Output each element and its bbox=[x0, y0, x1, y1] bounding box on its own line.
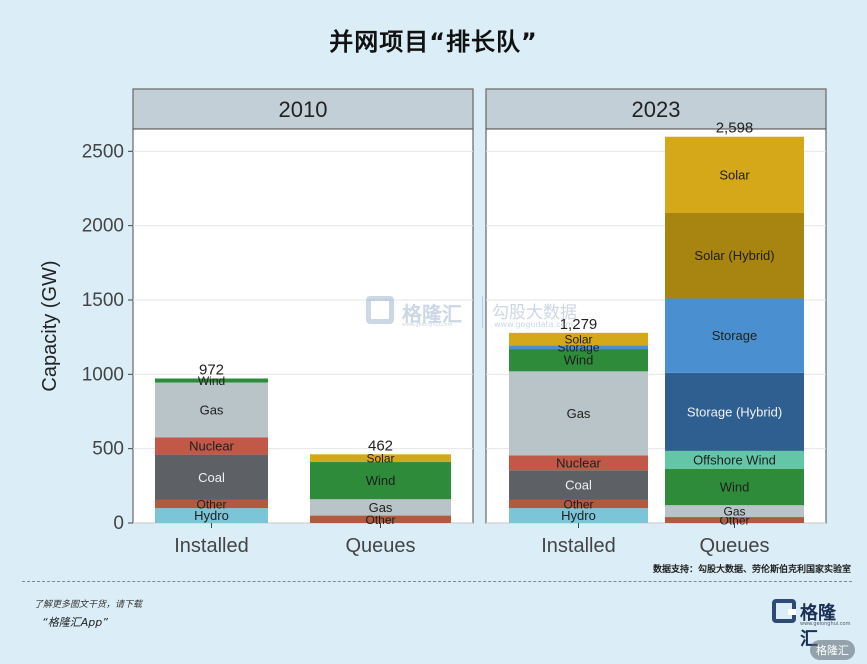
bar-segment-nuclear bbox=[155, 437, 268, 455]
segment-label: Gas bbox=[723, 505, 745, 519]
bar-segment-gas bbox=[509, 371, 648, 456]
y-tick-label: 1000 bbox=[82, 364, 124, 385]
segment-label: Other bbox=[196, 498, 226, 512]
watermark-logo-icon bbox=[366, 296, 394, 324]
segment-label: Solar bbox=[719, 167, 750, 182]
bar-segment-other bbox=[155, 499, 268, 509]
bar-segment-wind bbox=[155, 378, 268, 383]
segment-label: Storage bbox=[712, 328, 758, 343]
bar-segment-coal bbox=[509, 470, 648, 500]
y-tick-label: 2500 bbox=[82, 141, 124, 162]
facet-strip bbox=[132, 88, 474, 130]
y-axis-label: Capacity (GW) bbox=[39, 260, 61, 391]
corner-badge: 格隆汇 bbox=[810, 640, 855, 660]
bar-segment-other bbox=[310, 515, 451, 523]
facet-label: 2010 bbox=[279, 97, 328, 122]
y-tick-label: 0 bbox=[113, 513, 124, 534]
bar-segment-storage bbox=[665, 298, 804, 373]
segment-label: Coal bbox=[198, 470, 225, 485]
y-tick-label: 500 bbox=[92, 439, 124, 460]
brand-logo-url: www.gelonghui.com bbox=[800, 621, 851, 627]
segment-label: Wind bbox=[720, 479, 750, 494]
segment-label: Hydro bbox=[561, 508, 596, 523]
bar-segment-gas bbox=[155, 382, 268, 438]
bar-segment-gas bbox=[310, 499, 451, 516]
bar-segment-solar bbox=[310, 454, 451, 463]
segment-label: Solar bbox=[366, 452, 394, 466]
segment-label: Offshore Wind bbox=[693, 452, 776, 467]
bar-segment-wind bbox=[665, 468, 804, 506]
segment-label: Gas bbox=[200, 403, 224, 418]
segment-label: Other bbox=[365, 513, 395, 527]
watermark-name: 格隆汇 bbox=[402, 302, 462, 326]
x-tick-label: Queues bbox=[699, 535, 769, 557]
bar-segment-wind bbox=[509, 349, 648, 372]
stacked-bar-chart: 2010HydroOtherCoalNuclearGasWind972Insta… bbox=[39, 88, 827, 557]
bar-segment-hydro bbox=[155, 508, 268, 523]
bar-segment-solar bbox=[665, 136, 804, 214]
bar-total-label: 462 bbox=[368, 437, 393, 454]
segment-label: Solar bbox=[564, 333, 592, 347]
watermark-separator bbox=[482, 296, 483, 328]
bar-total-label: 972 bbox=[199, 361, 224, 378]
segment-label: Wind bbox=[366, 473, 396, 488]
segment-label: Other bbox=[563, 498, 593, 512]
bar-segment-solar bbox=[509, 332, 648, 346]
segment-label: Wind bbox=[564, 353, 594, 368]
segment-label: Wind bbox=[198, 374, 225, 388]
footer-download-text: 了解更多图文干货，请下载 bbox=[34, 600, 143, 610]
bar-segment-storage bbox=[509, 345, 648, 350]
segment-label: Gas bbox=[567, 406, 591, 421]
segment-label: Solar (Hybrid) bbox=[694, 248, 774, 263]
brand-logo-icon bbox=[772, 599, 796, 623]
segment-label: Nuclear bbox=[556, 455, 601, 470]
facet-strip bbox=[485, 88, 827, 130]
y-tick-label: 1500 bbox=[82, 290, 124, 311]
x-tick-label: Queues bbox=[345, 535, 415, 557]
bar-segment-solar-hybrid- bbox=[665, 213, 804, 299]
watermark-partner: 勾股大数据 bbox=[492, 303, 577, 323]
segment-label: Storage (Hybrid) bbox=[687, 404, 782, 419]
footer-divider bbox=[22, 581, 852, 582]
bar-segment-wind bbox=[310, 462, 451, 500]
y-tick-label: 2000 bbox=[82, 216, 124, 237]
bar-segment-storage-hybrid- bbox=[665, 372, 804, 451]
watermark-url: www.gelonghui.com bbox=[402, 322, 453, 328]
watermark-partner-url: www.gogudata.com bbox=[494, 320, 574, 329]
chart-title: 并网项目“排长队” bbox=[329, 28, 538, 56]
facet-label: 2023 bbox=[632, 97, 681, 122]
segment-label: Hydro bbox=[194, 508, 229, 523]
bar-segment-coal bbox=[155, 454, 268, 500]
segment-label: Gas bbox=[369, 500, 393, 515]
x-tick-label: Installed bbox=[541, 535, 616, 557]
bar-segment-hydro bbox=[509, 508, 648, 523]
bar-segment-other bbox=[665, 517, 804, 523]
bar-segment-gas bbox=[665, 505, 804, 518]
bar-segment-offshore-wind bbox=[665, 450, 804, 469]
x-tick-label: Installed bbox=[174, 535, 249, 557]
footer-app-name: “格隆汇App” bbox=[42, 616, 108, 629]
bar-total-label: 1,279 bbox=[560, 316, 598, 333]
segment-label: Coal bbox=[565, 478, 592, 493]
bar-segment-nuclear bbox=[509, 455, 648, 471]
bar-segment-other bbox=[509, 499, 648, 509]
bar-total-label: 2,598 bbox=[716, 120, 754, 137]
brand-logo: 格隆汇 www.gelonghui.com bbox=[772, 597, 852, 650]
segment-label: Nuclear bbox=[189, 439, 234, 454]
data-source: 数据支持：勾股大数据、劳伦斯伯克利国家实验室 bbox=[652, 565, 851, 575]
